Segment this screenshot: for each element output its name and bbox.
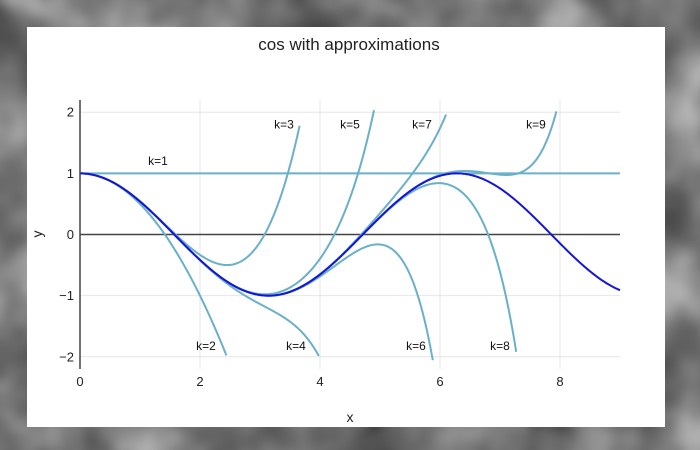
x-tick-label: 0 <box>76 374 83 389</box>
annotation-label: k=2 <box>196 339 216 353</box>
x-axis-label: x <box>347 409 354 425</box>
cos-line <box>79 172 621 297</box>
approx-line-k3 <box>79 125 301 267</box>
y-tick-label: 1 <box>67 166 74 181</box>
chart-card: cos with approximations 0 2 4 6 8 −2 −1 0 1 2 k=1… <box>27 27 665 427</box>
approx-line-k9 <box>79 111 558 297</box>
annotations: k=1 k=2 k=3 k=4 k=5 k=6 k=7 k=8 k=9 <box>148 117 546 352</box>
x-tick-label: 2 <box>196 374 203 389</box>
annotation-label: k=1 <box>148 154 168 168</box>
x-tick-label: 4 <box>316 374 323 389</box>
approx-line-k8 <box>79 172 518 352</box>
chart: cos with approximations 0 2 4 6 8 −2 −1 0 1 2 k=1… <box>29 35 621 425</box>
annotation-label: k=4 <box>286 339 306 353</box>
y-tick-label: −2 <box>59 349 74 364</box>
tick-labels: 0 2 4 6 8 −2 −1 0 1 2 <box>59 105 563 389</box>
approx-line-k4 <box>79 172 320 357</box>
annotation-label: k=3 <box>274 117 294 131</box>
y-tick-label: −1 <box>59 288 74 303</box>
annotation-label: k=5 <box>340 117 360 131</box>
annotation-label: k=6 <box>406 339 426 353</box>
annotation-label: k=7 <box>412 117 432 131</box>
y-tick-label: 0 <box>67 227 74 242</box>
series-lines <box>79 109 621 361</box>
y-axis-label: y <box>29 231 45 238</box>
x-tick-label: 8 <box>556 374 563 389</box>
approx-line-k6 <box>79 172 434 361</box>
annotation-label: k=9 <box>526 117 546 131</box>
approx-line-k7 <box>79 114 447 297</box>
y-tick-label: 2 <box>67 105 74 120</box>
x-tick-label: 6 <box>436 374 443 389</box>
chart-title: cos with approximations <box>258 35 439 54</box>
annotation-label: k=8 <box>490 339 510 353</box>
